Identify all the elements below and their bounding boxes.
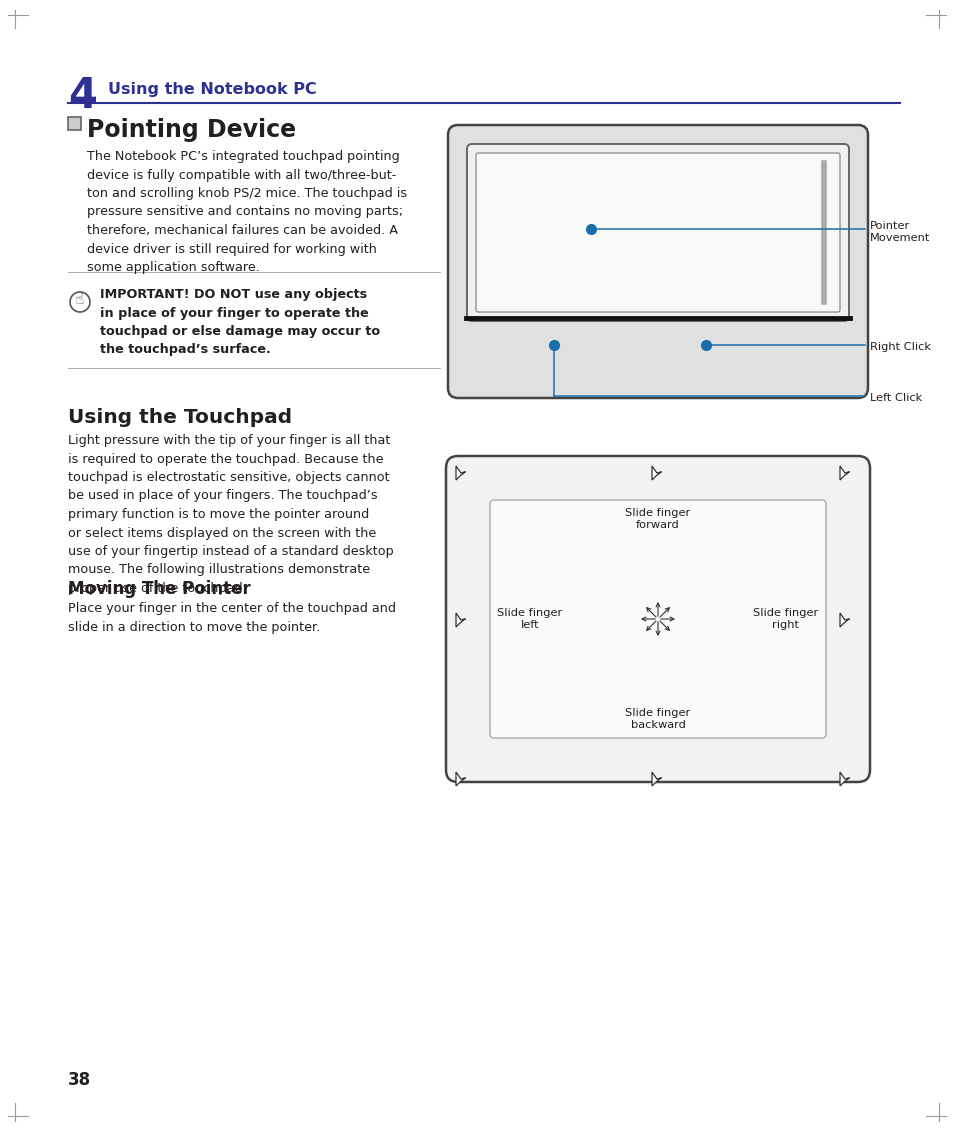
Text: Right Click: Right Click bbox=[869, 342, 930, 352]
FancyBboxPatch shape bbox=[467, 144, 848, 321]
Polygon shape bbox=[840, 772, 849, 786]
Text: Pointer
Movement: Pointer Movement bbox=[869, 222, 929, 243]
Text: ☝: ☝ bbox=[75, 293, 85, 308]
Text: 38: 38 bbox=[68, 1071, 91, 1089]
Text: IMPORTANT! DO NOT use any objects
in place of your finger to operate the
touchpa: IMPORTANT! DO NOT use any objects in pla… bbox=[100, 288, 379, 356]
Text: Moving The Pointer: Moving The Pointer bbox=[68, 580, 251, 598]
Text: Place your finger in the center of the touchpad and
slide in a direction to move: Place your finger in the center of the t… bbox=[68, 602, 395, 633]
Text: Slide finger
forward: Slide finger forward bbox=[625, 508, 690, 530]
Polygon shape bbox=[456, 466, 465, 480]
Polygon shape bbox=[840, 466, 849, 480]
Text: Using the Notebook PC: Using the Notebook PC bbox=[108, 83, 316, 97]
Text: Slide finger
right: Slide finger right bbox=[753, 607, 818, 630]
FancyBboxPatch shape bbox=[448, 126, 867, 398]
Text: Using the Touchpad: Using the Touchpad bbox=[68, 408, 292, 428]
Polygon shape bbox=[456, 772, 465, 786]
Text: The Notebook PC’s integrated touchpad pointing
device is fully compatible with a: The Notebook PC’s integrated touchpad po… bbox=[87, 150, 407, 274]
FancyBboxPatch shape bbox=[490, 500, 825, 739]
Text: Left Click: Left Click bbox=[869, 392, 922, 403]
FancyBboxPatch shape bbox=[446, 456, 869, 782]
Polygon shape bbox=[651, 772, 661, 786]
Polygon shape bbox=[456, 613, 465, 627]
Text: Slide finger
backward: Slide finger backward bbox=[625, 708, 690, 729]
Polygon shape bbox=[651, 466, 661, 480]
Text: 4: 4 bbox=[68, 75, 97, 116]
Text: Pointing Device: Pointing Device bbox=[87, 118, 295, 143]
FancyBboxPatch shape bbox=[68, 116, 81, 130]
FancyBboxPatch shape bbox=[476, 153, 840, 312]
Text: Light pressure with the tip of your finger is all that
is required to operate th: Light pressure with the tip of your fing… bbox=[68, 434, 394, 595]
Polygon shape bbox=[840, 613, 849, 627]
Text: Slide finger
left: Slide finger left bbox=[497, 607, 562, 630]
